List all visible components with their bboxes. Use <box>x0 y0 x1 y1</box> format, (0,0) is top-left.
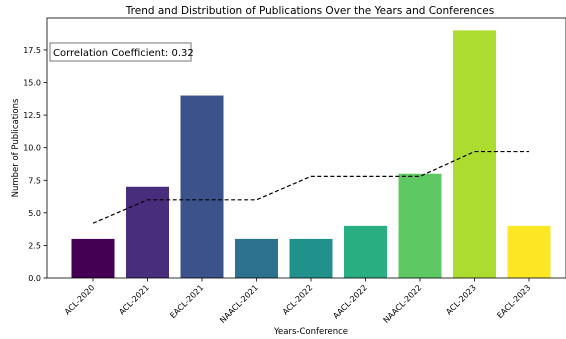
bar-acl-2021 <box>126 186 169 278</box>
x-tick-label: NAACL-2022 <box>382 283 424 325</box>
annotation-text: Correlation Coefficient: 0.32 <box>53 48 194 59</box>
correlation-annotation: Correlation Coefficient: 0.32 <box>49 42 194 62</box>
trend-line <box>92 150 529 224</box>
annotation-frame <box>49 42 192 62</box>
x-tick-label: NAACL-2021 <box>218 283 260 325</box>
y-tick-label: 10.0 <box>23 144 41 153</box>
bars-layer <box>71 30 551 278</box>
x-tick-label: ACL-2023 <box>444 283 478 317</box>
x-axis: ACL-2020 ACL-2021 EACL-2021 NAACL-2021 ACL-2… <box>63 278 532 325</box>
y-tick-label: 15.0 <box>23 79 41 88</box>
bar-aacl-2022 <box>344 225 387 278</box>
bar-naacl-2021 <box>235 238 278 278</box>
bar-acl-2023 <box>453 30 496 278</box>
bar-naacl-2022 <box>398 173 442 278</box>
x-tick-label: EACL-2021 <box>168 283 205 320</box>
y-axis: 0.0 2.5 5.0 7.5 10.0 12.5 15.0 17.5 <box>23 46 47 283</box>
y-tick-label: 0.0 <box>28 274 41 283</box>
bar-acl-2020 <box>71 238 115 278</box>
y-tick-label: 12.5 <box>23 111 41 120</box>
bar-eacl-2023 <box>507 225 551 278</box>
x-tick-label: EACL-2023 <box>495 283 532 320</box>
x-tick-label: AACL-2022 <box>331 283 369 321</box>
y-axis-title: Number of Publications <box>11 98 21 197</box>
bar-acl-2022 <box>289 238 333 278</box>
y-tick-label: 17.5 <box>23 46 41 55</box>
y-tick-label: 5.0 <box>28 209 41 218</box>
trend-layer <box>92 150 529 224</box>
y-tick-label: 7.5 <box>28 176 41 185</box>
chart-title: Trend and Distribution of Publications O… <box>125 5 494 17</box>
bar-eacl-2021 <box>180 95 224 278</box>
x-tick-label: ACL-2020 <box>63 283 97 317</box>
y-tick-label: 2.5 <box>28 241 41 250</box>
x-tick-label: ACL-2021 <box>117 283 151 317</box>
x-tick-label: ACL-2022 <box>281 283 315 317</box>
x-axis-title: Years-Conference <box>273 327 348 337</box>
